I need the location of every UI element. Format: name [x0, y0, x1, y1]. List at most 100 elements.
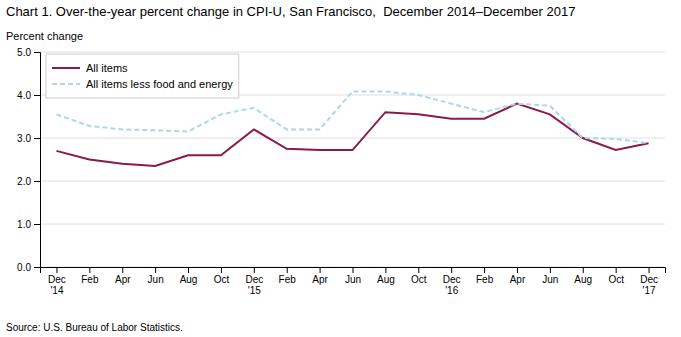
legend-item: All items less food and energy [52, 78, 233, 90]
series-line [56, 92, 648, 144]
x-tick-label-line: Jun [345, 274, 361, 285]
source: Source: U.S. Bureau of Labor Statistics. [6, 322, 183, 333]
legend-swatch [52, 67, 80, 69]
y-tick-mark [34, 267, 40, 268]
series-line [56, 104, 648, 166]
x-tick-label-line: Aug [180, 274, 198, 285]
x-tick-mark [122, 267, 123, 273]
plot: 0.01.02.03.04.05.0Dec'14FebAprJunAugOctD… [17, 47, 665, 296]
x-tick-label: Feb [476, 274, 494, 285]
x-tick: Dec'16 [443, 267, 461, 296]
x-tick-mark [254, 267, 255, 273]
x-tick-label: Oct [411, 274, 427, 285]
x-tick-label: Jun [542, 274, 558, 285]
lines [56, 92, 648, 166]
grid-line [40, 138, 665, 139]
x-tick: Jun [148, 267, 164, 285]
legend-label: All items less food and energy [86, 78, 233, 90]
x-tick-mark [451, 267, 452, 273]
x-tick-label-line: Feb [81, 274, 99, 285]
y-tick-label: 4.0 [17, 90, 31, 101]
y-axis: 0.0 1.0 2.0 3.0 4.0 5.0 [17, 47, 40, 273]
x-tick-label-line: Apr [115, 274, 131, 285]
y-tick-mark [34, 95, 40, 96]
x-tick-label-line: Aug [574, 274, 592, 285]
x-tick-label-line: Feb [476, 274, 494, 285]
x-tick-mark [188, 267, 189, 273]
x-tick: Jun [542, 267, 558, 285]
legend-item: All items [52, 62, 128, 74]
x-tick-mark [649, 267, 650, 273]
x-tick-mark [353, 267, 354, 273]
x-tick-label: Jun [345, 274, 361, 285]
y-axis-line [34, 53, 41, 268]
x-tick-label-line: '16 [445, 285, 458, 296]
y-tick-mark [34, 181, 40, 182]
x-tick-label: Jun [148, 274, 164, 285]
x-tick-mark [616, 267, 617, 273]
x-tick-mark [517, 267, 518, 273]
x-tick-mark [484, 267, 485, 273]
legend-box [46, 54, 239, 98]
x-tick-label: Oct [214, 274, 230, 285]
x-tick-label: Aug [180, 274, 198, 285]
x-tick: Apr [115, 267, 131, 285]
x-tick-label-line: Oct [214, 274, 230, 285]
x-tick-label: Aug [574, 274, 592, 285]
x-tick-label-line: Dec [443, 274, 461, 285]
x-tick-label-line: Dec [640, 274, 658, 285]
x-tick: Aug [574, 267, 592, 285]
x-tick-label: Dec'16 [443, 274, 461, 296]
y-tick-label: 2.0 [17, 176, 31, 187]
x-tick-mark [418, 267, 419, 273]
x-tick-label-line: Dec [245, 274, 263, 285]
x-tick-label: Apr [115, 274, 131, 285]
x-tick: Jun [345, 267, 361, 285]
x-tick-mark [89, 267, 90, 273]
x-tick-mark [320, 267, 321, 273]
x-tick-label: Apr [510, 274, 526, 285]
x-tick: Aug [377, 267, 395, 285]
x-tick-label: Apr [312, 274, 328, 285]
x-tick-label: Dec'14 [48, 274, 66, 296]
grid [40, 52, 665, 267]
y-tick-mark [34, 138, 40, 139]
y-tick-label: 5.0 [17, 47, 31, 58]
x-tick: Oct [214, 267, 230, 285]
x-tick-mark [550, 267, 551, 273]
y-tick: 3.0 [17, 133, 40, 144]
x-tick-label-line: Jun [148, 274, 164, 285]
legend: All items All items less food and energy [46, 54, 239, 98]
x-tick-label-line: Oct [411, 274, 427, 285]
x-tick-mark [155, 267, 156, 273]
x-tick-label-line: Oct [608, 274, 624, 285]
x-tick-label-line: Dec [48, 274, 66, 285]
x-tick-label: Feb [81, 274, 99, 285]
y-tick: 5.0 [17, 47, 40, 58]
x-tick-mark [385, 267, 386, 273]
grid-line [40, 224, 665, 225]
title: Chart 1. Over-the-year percent change in… [6, 4, 575, 19]
x-tick-label-line: Apr [510, 274, 526, 285]
x-tick: Oct [411, 267, 427, 285]
x-tick-label-line: '14 [50, 285, 63, 296]
x-tick-label-line: '15 [248, 285, 261, 296]
y-tick: 0.0 [17, 262, 40, 273]
grid-line [40, 181, 665, 182]
x-tick-mark [287, 267, 288, 273]
x-tick: Aug [180, 267, 198, 285]
x-tick-mark [221, 267, 222, 273]
x-tick-label-line: '17 [643, 285, 656, 296]
x-tick-label-line: Aug [377, 274, 395, 285]
y-axis-label: Percent change [6, 30, 83, 42]
y-tick-label: 3.0 [17, 133, 31, 144]
x-tick: Apr [312, 267, 328, 285]
y-tick: 1.0 [17, 219, 40, 230]
y-tick-label: 1.0 [17, 219, 31, 230]
grid-line [40, 52, 665, 53]
x-tick: Dec'15 [245, 267, 263, 296]
x-tick-label: Dec'17 [640, 274, 658, 296]
y-tick-mark [34, 224, 40, 225]
legend-label: All items [86, 62, 128, 74]
x-tick-label-line: Feb [279, 274, 297, 285]
